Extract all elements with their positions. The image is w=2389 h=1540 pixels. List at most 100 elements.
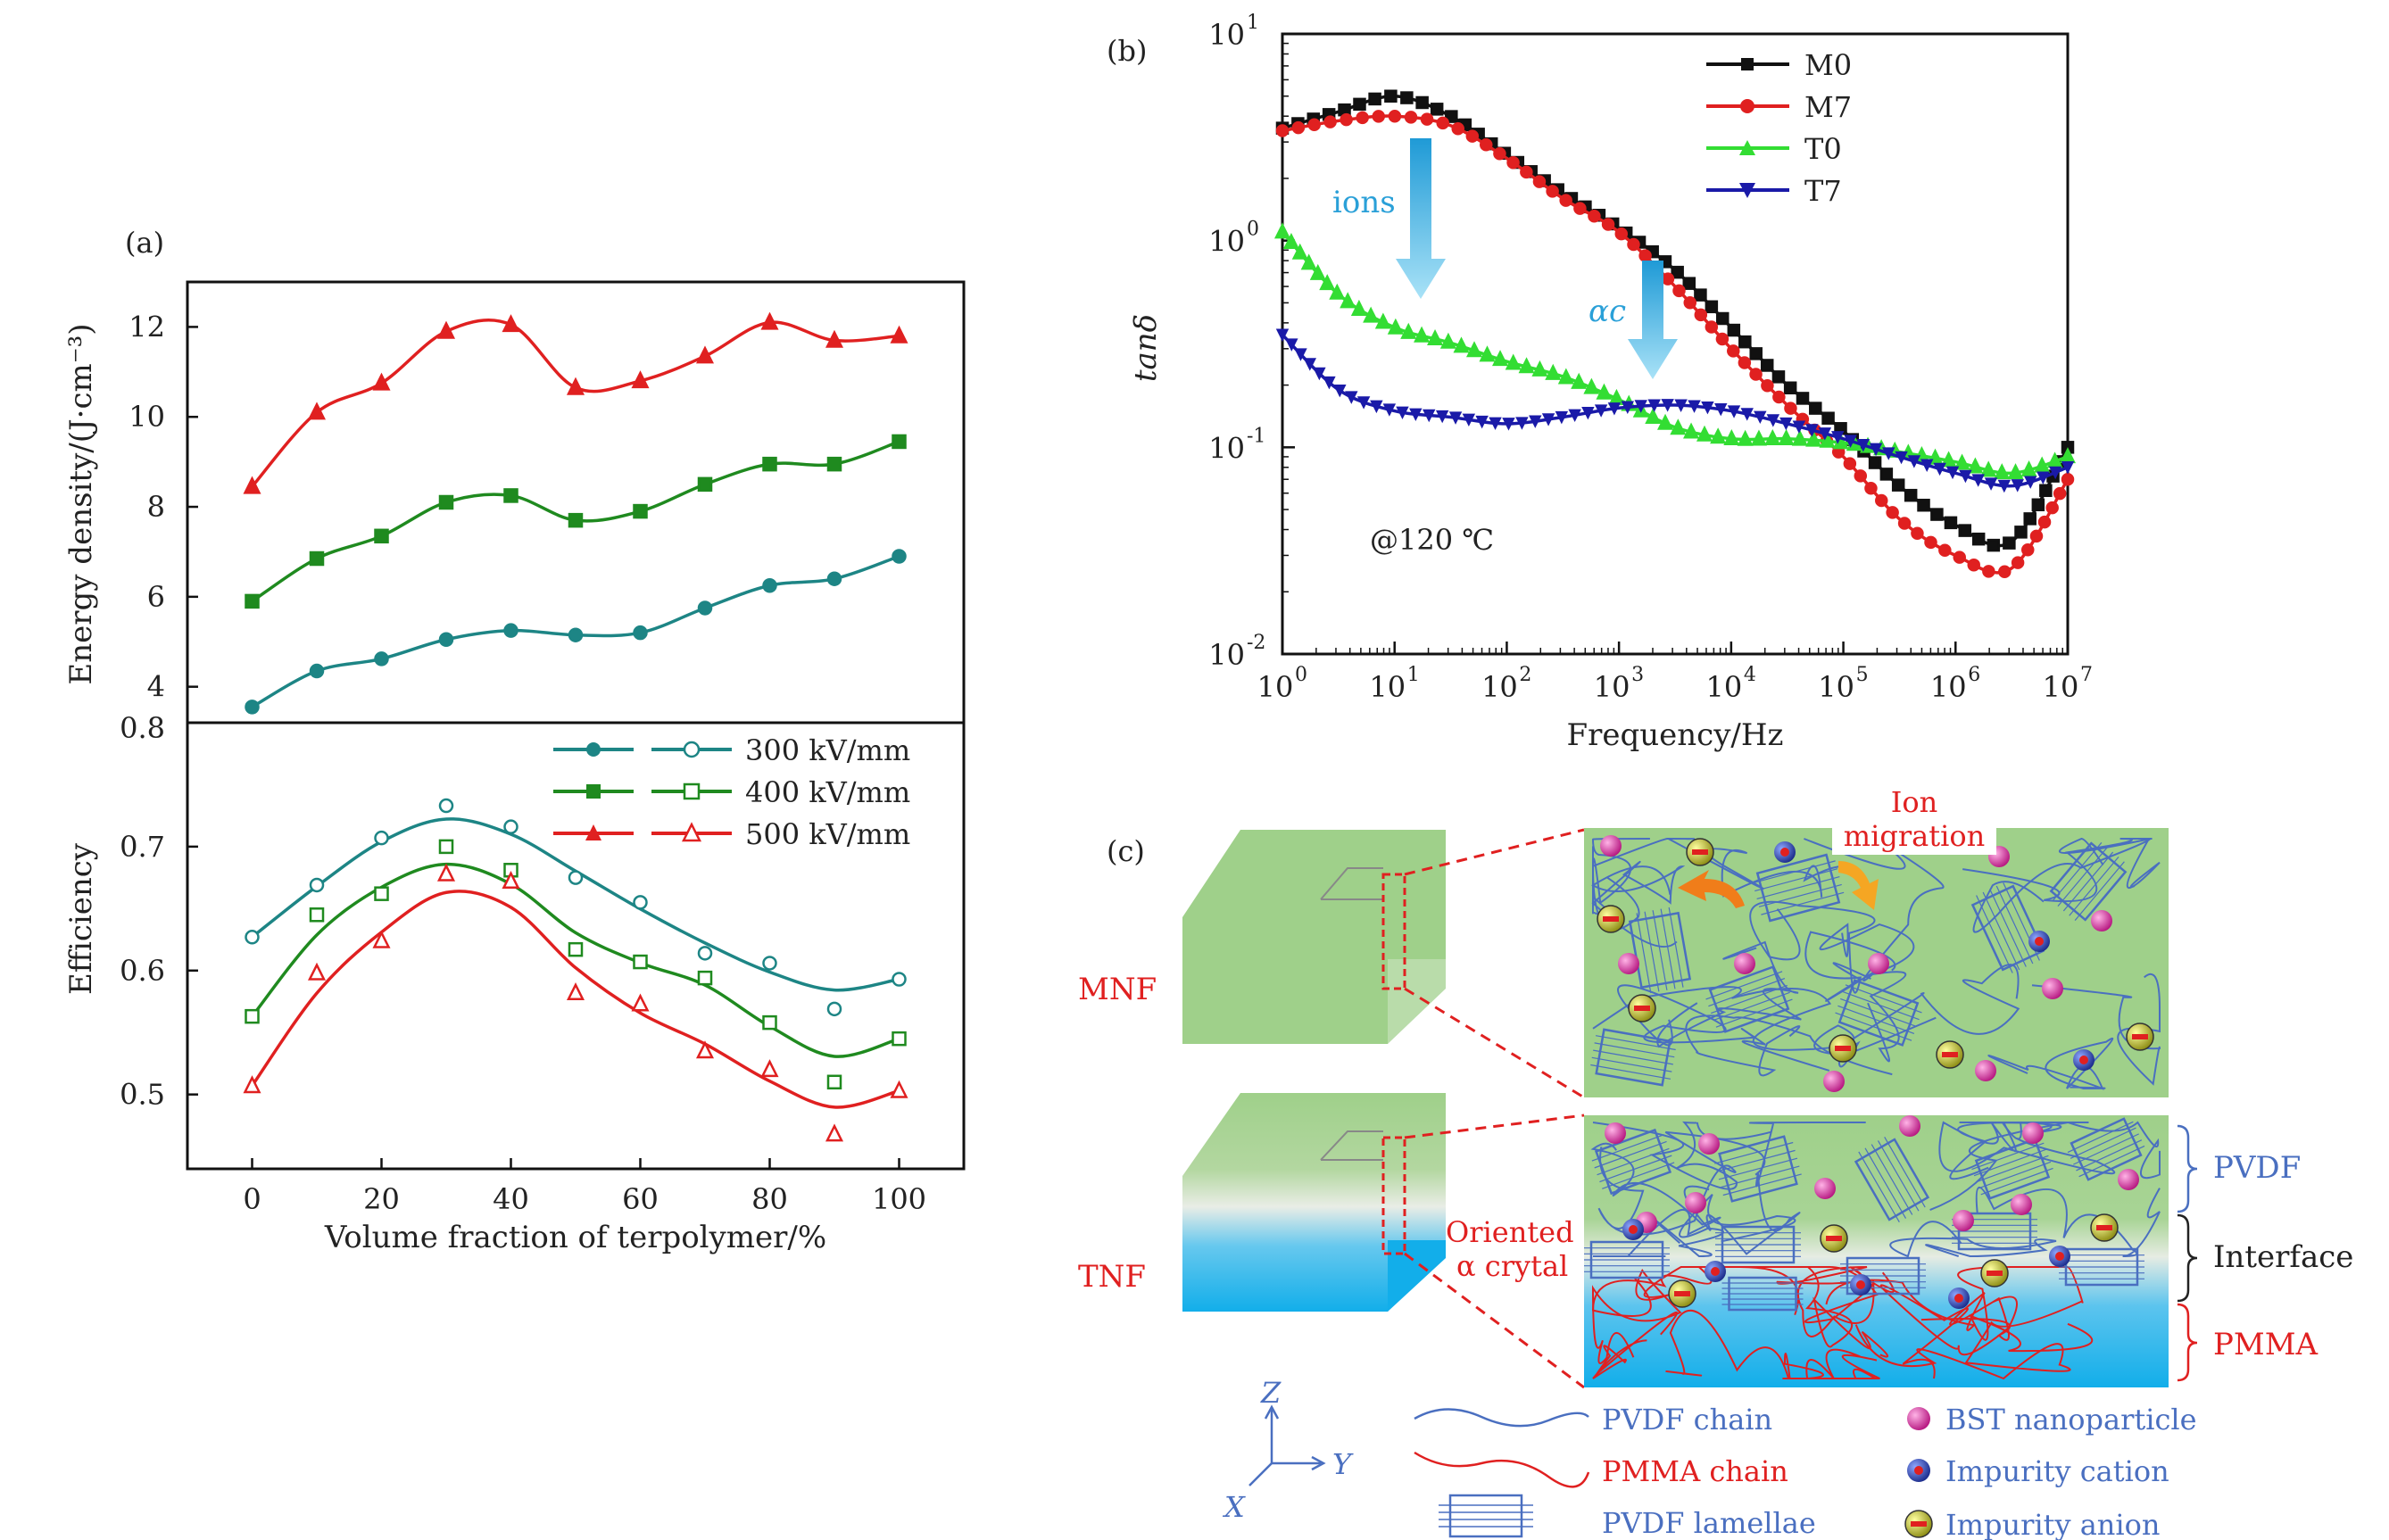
tan-delta-marker-M7 — [2053, 486, 2067, 501]
tan-delta-marker-M7 — [2011, 556, 2025, 569]
tan-delta-marker-M0 — [1904, 488, 1918, 502]
legend-t0-label: T0 — [1804, 132, 1842, 166]
energy-ytick: 10 — [129, 400, 165, 434]
tan-delta-ylabel: tanδ — [1128, 314, 1164, 382]
tan-delta-marker-T7 — [1766, 414, 1780, 427]
tan-delta-marker-M7 — [1340, 112, 1353, 127]
tan-delta-marker-T7 — [1423, 409, 1436, 423]
tan-delta-marker-M7 — [2021, 542, 2035, 557]
energy-point — [566, 377, 585, 395]
panel-a: (a) 4 6 8 10 12 0.5 0.6 0.7 0 20 40 60 80 100 0.8 En… — [63, 226, 966, 1255]
tan-delta-marker-T7 — [1634, 400, 1647, 413]
efficiency-point — [436, 863, 456, 882]
tan-delta-marker-T7 — [1688, 400, 1701, 413]
bst-nanoparticle — [1605, 1122, 1626, 1144]
pvdf-lamella — [1714, 1135, 1802, 1203]
tan-delta-marker-T0 — [1479, 345, 1496, 362]
tan-delta-marker-M7 — [1493, 146, 1506, 161]
pvdf-chain — [1962, 837, 2153, 903]
tan-delta-marker-T7 — [1714, 402, 1728, 417]
tan-delta-marker-M7 — [2029, 529, 2044, 543]
frequency-xtick: 10 — [1257, 670, 1294, 704]
impurity-cation — [2028, 931, 2050, 952]
bst-nanoparticle — [1685, 1192, 1706, 1213]
efficiency-line-500kVmm — [251, 890, 900, 1109]
tan-delta-marker-M7 — [1520, 165, 1533, 179]
tan-delta-marker-T7 — [1285, 338, 1298, 352]
energy-density-plot: 4 6 8 10 12 — [129, 310, 908, 715]
temperature-annotation: @120 ℃ — [1370, 523, 1494, 557]
efficiency-ytick: 0.5 — [120, 1078, 165, 1112]
tan-delta-marker-T0 — [1710, 427, 1727, 444]
tan-delta-marker-M7 — [1436, 116, 1449, 130]
tan-delta-ytick-exp: 1 — [1247, 12, 1259, 34]
tan-delta-marker-M7 — [1573, 202, 1587, 215]
impurity-anion — [1936, 1040, 1964, 1069]
tan-delta-marker-T7 — [1409, 408, 1423, 422]
frequency-xtick-exp: 1 — [1407, 664, 1420, 686]
pmma-chain — [1591, 1269, 1682, 1364]
tan-delta-marker-T7 — [1844, 435, 1857, 448]
tan-delta-marker-T0 — [1967, 457, 1984, 474]
efficiency-point — [568, 941, 584, 957]
tan-delta-line-M0 — [1282, 94, 2070, 548]
tan-delta-marker-T7 — [1294, 348, 1307, 361]
energy-point — [309, 551, 325, 567]
mnf-block: MNF — [1078, 830, 1446, 1044]
panel-b-frame — [1281, 32, 2070, 656]
alpha-c-annotation: αc — [1589, 261, 1678, 379]
pmma-chain — [1783, 1348, 1880, 1380]
tan-delta-marker-T7 — [2061, 461, 2075, 475]
tan-delta-marker-M0 — [1353, 97, 1366, 112]
pvdf-chain — [1987, 1037, 2114, 1090]
tan-delta-marker-M7 — [1715, 332, 1730, 346]
bst-nanoparticle — [1814, 1178, 1836, 1199]
tan-delta-marker-T7 — [1581, 406, 1595, 420]
efficiency-point — [695, 1040, 715, 1059]
frequency-xtick: 10 — [1594, 670, 1630, 704]
tan-delta-marker-M0 — [1384, 89, 1398, 103]
tan-delta-marker-M7 — [2061, 472, 2075, 486]
tnf-zoom-view — [1584, 1115, 2169, 1387]
tan-delta-plot: 10 0 10 1 10 2 10 3 10 4 10 5 10 6 10 710 -210 -110 010 1 — [1208, 12, 2093, 704]
tan-delta-marker-M0 — [1809, 402, 1822, 415]
tan-delta-marker-M0 — [1671, 265, 1684, 279]
energy-point — [245, 700, 260, 715]
tan-delta-marker-M0 — [1771, 370, 1786, 384]
bst-nanoparticle — [2091, 910, 2112, 931]
tan-delta-marker-M7 — [1627, 237, 1640, 252]
panel-a-xtick: 40 — [493, 1182, 529, 1216]
efficiency-ytick: 0.7 — [120, 830, 165, 864]
axis-x-label: X — [1222, 1490, 1246, 1524]
panel-a-xtick: 20 — [363, 1182, 400, 1216]
pvdf-lamella — [2049, 841, 2128, 922]
tan-delta-marker-T7 — [1555, 410, 1569, 425]
tan-delta-marker-T7 — [1356, 396, 1371, 410]
energy-point — [697, 476, 713, 493]
tan-delta-marker-T0 — [1805, 430, 1822, 447]
legend-pmma-chain: PMMA chain — [1602, 1454, 1788, 1488]
panel-c: (c) MNF TNF Oriented α crytal — [1078, 785, 2353, 1540]
bst-nanoparticle — [2042, 978, 2063, 999]
tan-delta-marker-T7 — [1313, 367, 1326, 381]
legend-pvdf-chain: PVDF chain — [1602, 1403, 1772, 1437]
tan-delta-marker-M0 — [1868, 456, 1882, 469]
energy-point — [762, 578, 777, 593]
tan-delta-marker-T0 — [1670, 418, 1687, 435]
pmma-chain — [1854, 1300, 2082, 1380]
tan-delta-marker-T0 — [1583, 377, 1600, 394]
impurity-anion — [1820, 1224, 1848, 1253]
energy-ytick: 6 — [147, 580, 165, 614]
tan-delta-marker-T0 — [1737, 429, 1754, 446]
pmma-chain — [1825, 1279, 2012, 1341]
efficiency-point — [309, 877, 325, 893]
tan-delta-marker-T7 — [1594, 404, 1608, 418]
energy-point — [762, 456, 777, 472]
tan-delta-marker-M0 — [1917, 498, 1930, 512]
tan-delta-marker-T7 — [1568, 409, 1581, 423]
tan-delta-marker-M0 — [1958, 524, 1972, 537]
tan-delta-marker-M7 — [1705, 320, 1719, 334]
migration-arrow-right-icon — [1838, 861, 1879, 910]
tan-delta-marker-T7 — [1674, 399, 1688, 412]
